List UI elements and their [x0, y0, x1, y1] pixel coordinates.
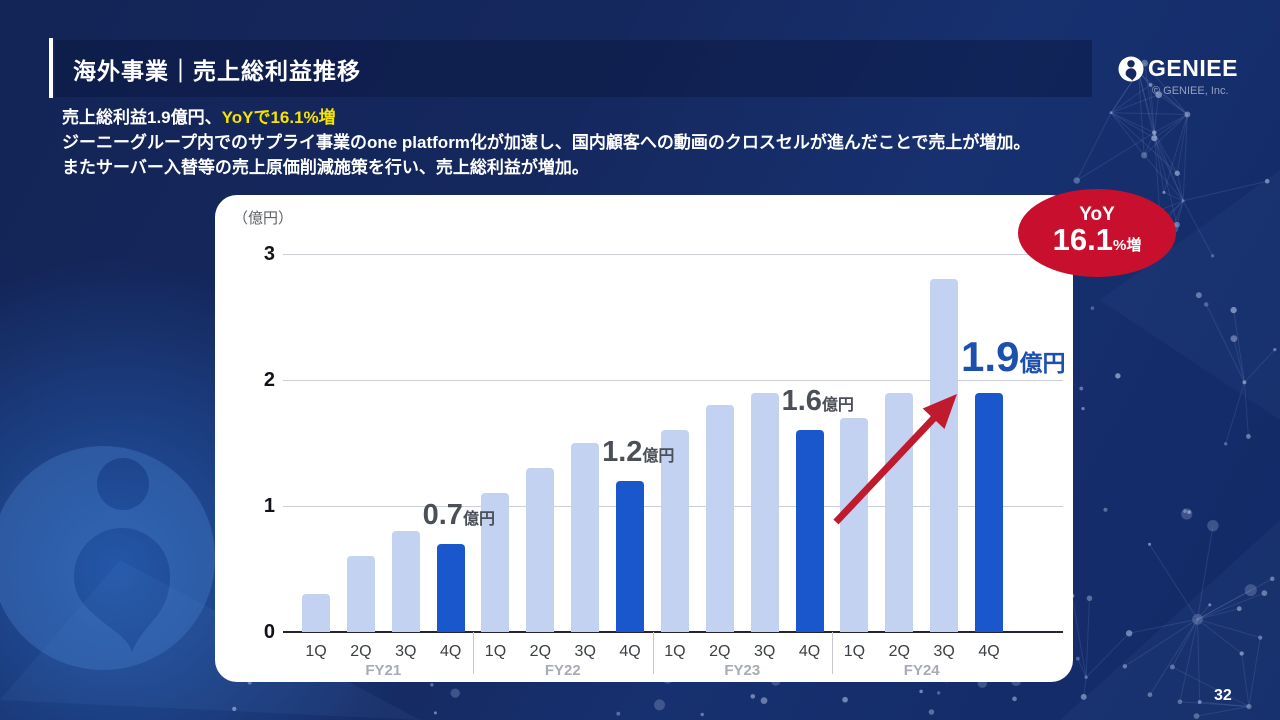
x-label-FY21-3Q: 3Q	[395, 643, 417, 660]
value-annotation-FY22: 1.2億円	[602, 435, 675, 468]
geniee-logo-icon	[1118, 56, 1144, 81]
x-label-FY24-1Q: 1Q	[843, 643, 866, 660]
yoy-badge: YoY 16.1 %増	[1018, 189, 1176, 277]
key-message: 売上総利益1.9億円、YoYで16.1%増 ジーニーグループ内でのサプライ事業の…	[62, 105, 1030, 180]
bar-FY23-2Q	[705, 405, 734, 632]
chart-unit-label: （億円）	[233, 210, 294, 227]
bar-FY21-4Q	[436, 544, 465, 632]
x-group-label-FY21: FY21	[365, 662, 402, 679]
copyright-text: © GENIEE, Inc.	[1152, 85, 1229, 97]
title-accent-bar	[49, 38, 53, 98]
x-label-FY23-3Q: 3Q	[754, 643, 776, 660]
bar-FY23-1Q	[660, 430, 689, 632]
bar-FY24-3Q	[930, 279, 959, 632]
brand-wordmark: GENIEE	[1148, 55, 1238, 81]
yoy-badge-value: 16.1	[1052, 222, 1113, 257]
x-label-FY22-2Q: 2Q	[529, 643, 552, 660]
key-message-line1-white: 売上総利益1.9億円、	[62, 108, 222, 127]
key-message-line2: ジーニーグループ内でのサプライ事業のone platform化が加速し、国内顧客…	[62, 133, 1031, 152]
title-bar	[55, 40, 1092, 97]
group-separator-FY23	[832, 632, 833, 674]
gridline-y3	[283, 254, 1063, 255]
key-message-line1-yellow: YoYで16.1%増	[221, 108, 336, 127]
group-separator-FY22	[652, 632, 654, 674]
x-label-FY23-4Q: 4Q	[798, 643, 821, 660]
value-annotation-FY21: 0.7億円	[422, 498, 495, 531]
x-label-FY22-1Q: 1Q	[484, 643, 507, 660]
x-label-FY21-2Q: 2Q	[350, 643, 372, 660]
bar-FY21-1Q	[302, 594, 330, 632]
value-annotation-FY23: 1.6億円	[781, 385, 854, 418]
x-label-FY24-4Q: 4Q	[978, 643, 1000, 660]
x-group-label-FY22: FY22	[544, 662, 581, 679]
key-message-line3: またサーバー入替等の売上原価削減施策を行い、売上総利益が増加。	[62, 158, 589, 177]
yoy-badge-suffix: %増	[1113, 237, 1142, 254]
y-axis-tick-0: 0	[263, 621, 275, 643]
bar-FY22-1Q	[481, 493, 510, 632]
bar-FY22-2Q	[526, 468, 555, 632]
bar-FY23-3Q	[750, 393, 779, 632]
x-label-FY23-1Q: 1Q	[664, 643, 686, 660]
y-axis-tick-2: 2	[263, 369, 275, 391]
bar-FY21-2Q	[346, 556, 375, 632]
bar-FY21-3Q	[391, 531, 420, 632]
brand-logo: GENIEE © GENIEE, Inc.	[1118, 55, 1238, 97]
x-label-FY22-4Q: 4Q	[619, 643, 641, 660]
bar-FY22-3Q	[571, 443, 600, 632]
gridline-y2	[283, 380, 1063, 381]
x-label-FY21-4Q: 4Q	[439, 643, 462, 660]
x-label-FY24-2Q: 2Q	[888, 643, 910, 660]
group-separator-FY21	[473, 632, 475, 674]
y-axis-tick-1: 1	[263, 495, 275, 517]
bar-FY24-1Q	[840, 418, 869, 632]
x-label-FY22-3Q: 3Q	[574, 643, 596, 660]
bar-FY24-4Q	[975, 393, 1004, 632]
yoy-badge-label: YoY	[1079, 204, 1115, 225]
value-annotation-FY24: 1.9億円	[961, 332, 1066, 380]
key-message-line1: 売上総利益1.9億円、YoYで16.1%増	[62, 105, 1030, 130]
bar-FY23-4Q	[795, 430, 824, 632]
bar-chart: 0 1 2 3 1Q 2Q 3Q 4Q FY21 1Q 2Q 3Q 4Q FY22 1Q 2Q 3Q 4Q FY23…	[215, 195, 1073, 679]
x-label-FY24-3Q: 3Q	[933, 643, 955, 660]
bar-FY24-2Q	[885, 393, 914, 632]
x-label-FY21-1Q: 1Q	[305, 643, 327, 660]
page-title: 海外事業｜売上総利益推移	[73, 58, 361, 84]
x-label-FY23-2Q: 2Q	[709, 643, 731, 660]
chart-panel: （億円） 0 1 2 3 1Q 2Q 3Q 4Q FY21 1Q 2Q 3Q 4Q FY22 1Q 2Q 3Q 4…	[215, 195, 1073, 682]
page-number: 32	[1214, 687, 1232, 704]
x-group-label-FY24: FY24	[903, 662, 940, 679]
x-group-label-FY23: FY23	[724, 662, 761, 679]
gridline-y0	[283, 631, 1063, 633]
bar-FY22-4Q	[616, 481, 645, 632]
y-axis-tick-3: 3	[263, 243, 275, 265]
